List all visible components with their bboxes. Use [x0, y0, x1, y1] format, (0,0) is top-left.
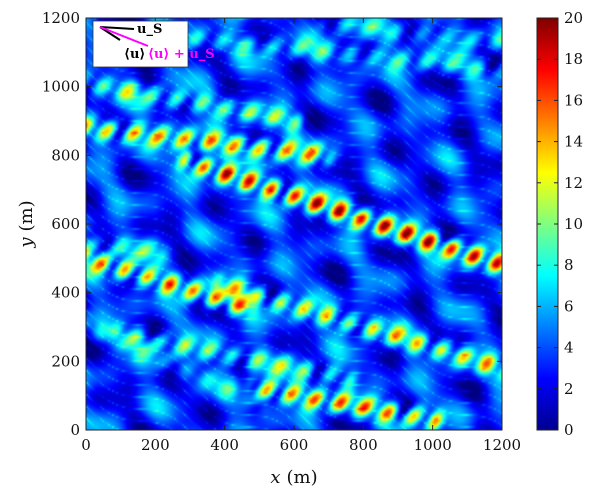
legend-label-mean-u: ⟨u⟩ [124, 47, 145, 62]
x-tick-label: 0 [81, 436, 91, 454]
colorbar-tick-label: 4 [564, 339, 574, 357]
heatmap-plot-area: 0 200 400 600 800 1000 1200 0 200 400 600 800 1000 1… [42, 9, 521, 454]
legend-label-us: u_S [137, 22, 162, 37]
colorbar-tick-label: 2 [564, 380, 574, 398]
y-tick-label: 200 [51, 352, 80, 370]
colorbar-tick-label: 18 [564, 50, 583, 68]
colorbar-tick-label: 0 [564, 421, 574, 439]
x-tick-label: 1200 [483, 436, 521, 454]
colorbar-tick-label: 6 [564, 297, 574, 315]
colorbar-tick-label: 20 [564, 9, 583, 27]
x-axis-ticks: 0 200 400 600 800 1000 1200 [81, 18, 521, 454]
colorbar: 0 2 4 6 8 10 12 14 16 18 20 [536, 9, 583, 439]
colorbar-tick-label: 16 [564, 91, 583, 109]
y-tick-label: 1000 [42, 78, 80, 96]
x-tick-label: 800 [349, 436, 378, 454]
y-axis-ticks: 0 200 400 600 800 1000 1200 [42, 9, 502, 439]
colorbar-tick-label: 8 [564, 256, 574, 274]
y-tick-label: 800 [51, 146, 80, 164]
colorbar-tick-label: 10 [564, 215, 583, 233]
legend-arrow-us [99, 26, 135, 30]
x-tick-label: 400 [210, 436, 239, 454]
x-tick-label: 200 [141, 436, 170, 454]
y-tick-label: 400 [51, 284, 80, 302]
x-axis-label: x (m) [270, 467, 317, 488]
heatmap-image [86, 18, 502, 430]
colorbar-tick-label: 14 [564, 133, 583, 151]
legend-label-sum: ⟨u⟩ + u_S [148, 47, 215, 62]
x-tick-label: 600 [280, 436, 309, 454]
legend: u_S ⟨u⟩ ⟨u⟩ + u_S [92, 20, 215, 68]
colorbar-ticks: 0 2 4 6 8 10 12 14 16 18 20 [537, 9, 583, 439]
colorbar-tick-label: 12 [564, 174, 583, 192]
y-tick-label: 0 [70, 421, 80, 439]
x-tick-label: 1000 [414, 436, 452, 454]
y-tick-label: 1200 [42, 9, 80, 27]
legend-arrow-sum [99, 26, 149, 47]
y-axis-label: y(m) [16, 200, 37, 248]
y-tick-label: 600 [51, 215, 80, 233]
